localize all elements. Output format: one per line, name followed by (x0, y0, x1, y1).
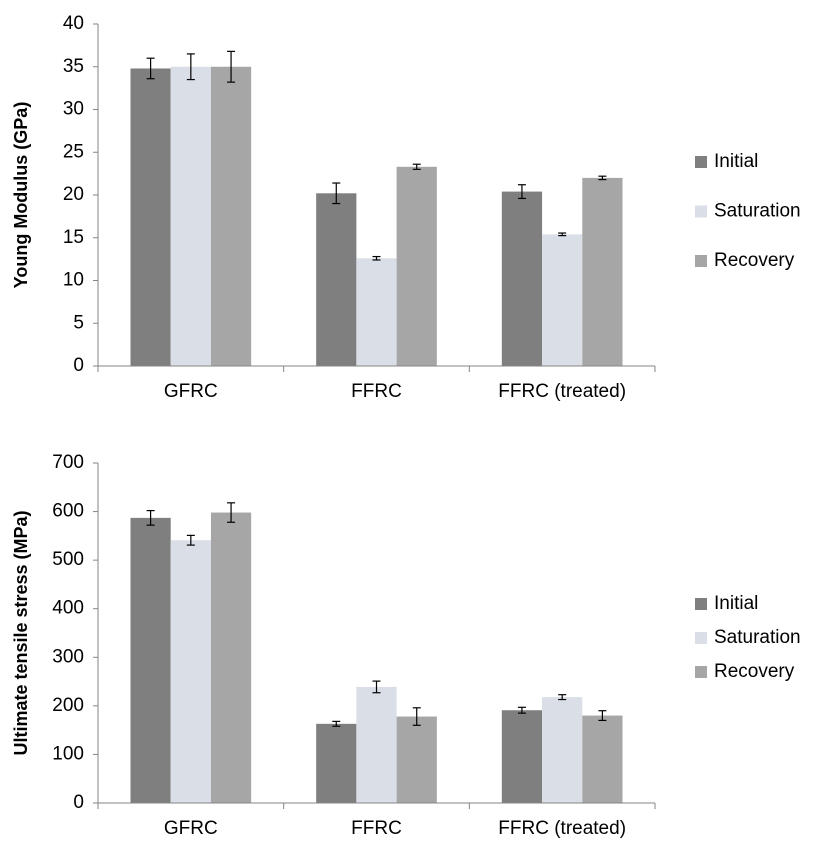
legend-label: Initial (714, 593, 758, 614)
error-bar (227, 502, 236, 523)
bar (316, 193, 357, 366)
y-tick-label: 30 (63, 99, 84, 120)
error-bar (186, 534, 195, 546)
bar (501, 710, 543, 803)
legend-label: Saturation (714, 627, 801, 648)
error-bar (412, 163, 421, 170)
legend-swatch (695, 255, 707, 267)
error-bar (146, 57, 155, 80)
legend-swatch (695, 598, 707, 610)
bar (356, 258, 397, 366)
y-tick-label: 100 (52, 743, 84, 764)
error-bar (372, 680, 381, 694)
error-bar (517, 184, 526, 200)
y-tick-label: 15 (63, 227, 84, 248)
bar (130, 68, 171, 367)
y-axis-title: Ultimate tensile stress (MPa) (11, 510, 31, 755)
y-tick-label: 500 (52, 549, 84, 570)
y-tick-label: 35 (63, 56, 84, 77)
bar (396, 166, 437, 366)
error-bar (146, 510, 155, 526)
legend-swatch (695, 205, 707, 218)
error-bar (372, 255, 381, 261)
legend-label: Initial (714, 151, 758, 172)
legend-label: Recovery (714, 250, 795, 271)
y-axis-title: Young Modulus (GPa) (11, 102, 31, 289)
y-tick-label: 40 (63, 13, 84, 34)
error-bar (558, 232, 567, 237)
y-tick-label: 10 (63, 270, 84, 291)
y-tick-label: 5 (73, 312, 84, 333)
error-bar (186, 53, 195, 81)
bar (582, 177, 623, 366)
legend-swatch (695, 632, 707, 644)
legend-swatch (695, 156, 707, 168)
bar (210, 66, 252, 366)
y-tick-label: 400 (52, 598, 84, 619)
error-bar (558, 694, 567, 701)
error-bar (332, 720, 341, 727)
bar (316, 723, 357, 803)
y-tick-label: 25 (63, 141, 84, 162)
y-tick-label: 700 (52, 452, 84, 473)
y-tick-label: 0 (73, 792, 84, 813)
error-bar (598, 710, 607, 722)
legend-label: Saturation (714, 201, 801, 222)
x-tick-label: GFRC (164, 381, 218, 402)
bar (170, 66, 211, 366)
bar (542, 697, 583, 803)
error-bar (412, 707, 421, 726)
bar (582, 715, 623, 803)
x-tick-label: FFRC (treated) (498, 381, 626, 402)
bar (396, 716, 437, 803)
x-tick-label: FFRC (351, 381, 402, 402)
error-bar (517, 706, 526, 714)
y-tick-label: 20 (63, 184, 84, 205)
bar (130, 517, 171, 803)
y-tick-label: 600 (52, 501, 84, 522)
y-tick-label: 200 (52, 695, 84, 716)
bar (210, 512, 252, 803)
x-tick-label: FFRC (treated) (498, 818, 626, 839)
bar (356, 686, 397, 803)
x-tick-label: GFRC (164, 818, 218, 839)
error-bar (227, 50, 236, 83)
legend-swatch (695, 666, 707, 678)
y-tick-label: 300 (52, 646, 84, 667)
legend-label: Recovery (714, 661, 795, 682)
error-bar (332, 182, 341, 205)
bar (501, 191, 543, 366)
x-tick-label: FFRC (351, 818, 402, 839)
y-tick-label: 0 (73, 355, 84, 376)
bar (170, 540, 211, 803)
error-bar (598, 175, 607, 181)
bar (542, 234, 583, 366)
